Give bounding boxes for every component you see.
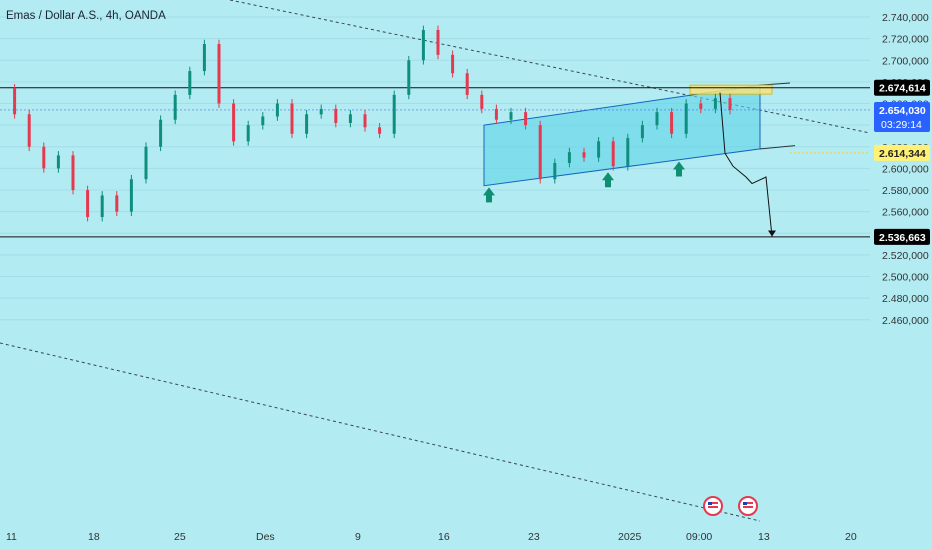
candle-body — [275, 103, 279, 117]
candle-body — [261, 116, 265, 126]
price-axis-label: 2.560,000 — [882, 207, 929, 219]
price-axis-label: 2.580,000 — [882, 185, 929, 197]
time-axis-label: 2025 — [618, 531, 642, 543]
projection-arrowhead — [768, 230, 776, 237]
candle-body — [100, 195, 104, 218]
flag-stripe — [743, 506, 753, 508]
candle-body — [188, 71, 192, 95]
candle-body — [670, 112, 674, 134]
candle-body — [27, 114, 31, 147]
current-price-badge-countdown: 03:29:14 — [881, 119, 922, 131]
candle-body — [567, 152, 571, 163]
candle-body — [509, 112, 513, 120]
candle-body — [144, 146, 148, 180]
candle-body — [159, 119, 163, 147]
bounce-arrow-icon — [602, 172, 614, 188]
candle-body — [173, 94, 177, 120]
candle-body — [597, 141, 601, 158]
support-price-badge[interactable] — [874, 144, 930, 161]
time-axis-label: 9 — [355, 531, 361, 543]
candle-body — [392, 94, 396, 134]
candle-body — [334, 108, 338, 123]
candle-body — [611, 141, 615, 167]
flag-stripe — [708, 502, 718, 504]
price-axis-label: 2.740,000 — [882, 12, 929, 24]
flag-stripe — [743, 502, 753, 504]
candle-body — [655, 112, 659, 126]
candle-body — [378, 127, 382, 134]
candle-body — [348, 114, 352, 123]
time-axis-label: 20 — [845, 531, 857, 543]
price-axis-label: 2.500,000 — [882, 272, 929, 284]
candle-body — [202, 44, 206, 72]
candle-body — [465, 73, 469, 95]
upper-trend-line[interactable] — [229, 0, 871, 134]
time-axis-label: 16 — [438, 531, 450, 543]
candle-body — [728, 98, 732, 110]
candle-body — [129, 179, 133, 212]
candle-body — [86, 190, 90, 218]
candle-body — [524, 112, 528, 126]
target-price-badge[interactable] — [874, 228, 930, 245]
candle-body — [494, 108, 498, 120]
time-axis-label: 18 — [88, 531, 100, 543]
candle-body — [451, 54, 455, 74]
candle-body — [13, 88, 17, 115]
flag-canton — [708, 502, 712, 505]
candle-body — [713, 98, 717, 109]
candle-body — [56, 155, 60, 169]
candle-body — [246, 125, 250, 142]
lower-trend-line[interactable] — [0, 342, 761, 522]
target-price-badge-value: 2.536,663 — [879, 232, 926, 244]
candle-body — [305, 114, 309, 134]
candle-body — [290, 103, 294, 134]
candle-body — [319, 108, 323, 115]
candle-body — [553, 162, 557, 180]
time-axis-label: 13 — [758, 531, 770, 543]
time-axis-label: Des — [256, 531, 275, 543]
candle-body — [480, 94, 484, 109]
projection-path[interactable] — [719, 92, 773, 237]
time-axis-label: 23 — [528, 531, 540, 543]
current-price-badge[interactable] — [874, 101, 930, 132]
symbol-title: Emas / Dollar A.S., 4h, OANDA — [6, 10, 166, 22]
resistance-price-badge[interactable] — [874, 79, 930, 96]
current-price-badge-value: 2.654,030 — [879, 105, 926, 117]
channel-lower-extension — [759, 145, 796, 150]
candle-body — [217, 44, 221, 104]
candle-body — [684, 103, 688, 134]
price-axis-label: 2.460,000 — [882, 315, 929, 327]
time-axis-label: 09:00 — [686, 531, 712, 543]
flag-stripe — [708, 506, 718, 508]
price-axis-label: 2.700,000 — [882, 55, 929, 67]
candle-body — [626, 138, 630, 167]
price-axis-label: 2.720,000 — [882, 34, 929, 46]
flag-canton — [743, 502, 747, 505]
resistance-zone[interactable] — [689, 84, 773, 95]
time-axis-label: 25 — [174, 531, 186, 543]
candle-body — [232, 103, 236, 142]
bounce-arrow-icon — [483, 187, 495, 203]
resistance-price-badge-value: 2.674,614 — [879, 83, 926, 95]
candle-body — [71, 155, 75, 191]
candle-body — [363, 114, 367, 128]
price-axis-label: 2.600,000 — [882, 163, 929, 175]
candle-body — [436, 29, 440, 55]
support-price-badge-value: 2.614,344 — [879, 148, 926, 160]
candle-body — [640, 125, 644, 139]
candle-body — [407, 60, 411, 95]
candle-body — [699, 103, 703, 109]
candle-body — [421, 29, 425, 61]
candle-body — [115, 195, 119, 212]
candle-body — [538, 125, 542, 180]
time-axis-label: 11 — [6, 531, 17, 543]
candle-body — [582, 152, 586, 158]
candle-body — [42, 146, 46, 169]
price-axis-label: 2.520,000 — [882, 250, 929, 262]
bounce-arrow-icon — [673, 161, 685, 177]
price-axis-label: 2.480,000 — [882, 293, 929, 305]
